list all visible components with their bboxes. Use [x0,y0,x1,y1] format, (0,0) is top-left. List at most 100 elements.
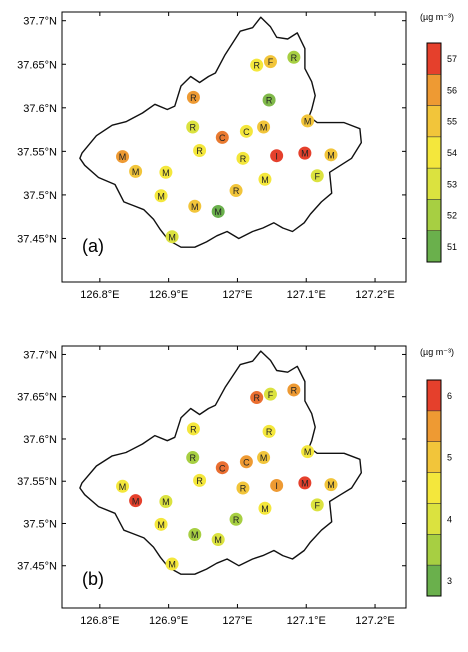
station-letter: M [327,150,335,160]
station-dot [250,391,264,405]
map-panel-a: 37.45°N 37.5°N 37.55°N 37.6°N 37.65°N 37.7°N 1… [17,11,457,301]
x-tick-label: 126.8°E [80,289,119,301]
colorbar-segment [427,136,441,169]
station-letter: M [119,482,127,492]
seoul-boundary [79,16,362,248]
station-dot [129,494,143,508]
station-dot [165,230,179,244]
station-dot [270,478,284,492]
panel-label: (a) [82,236,104,256]
x-tick-label: 127.2°E [355,289,394,301]
station-marker: M [116,150,130,164]
station-dot [165,557,179,571]
station-dot [193,143,207,157]
station-marker: M [188,527,202,541]
station-marker: R [250,58,264,72]
legend-title: (µg m⁻³) [420,12,454,22]
colorbar-frame [426,42,442,263]
station-letter: R [266,96,273,106]
plot-frame [61,345,407,609]
station-marker: F [310,498,324,512]
colorbar-label: 6 [447,391,452,401]
y-tick-label: 37.5°N [23,190,57,202]
station-marker: R [193,473,207,487]
station-marker: M [129,164,143,178]
y-tick-label: 37.7°N [23,16,57,28]
station-marker: R [236,151,250,165]
y-tick-label: 37.7°N [23,349,57,361]
station-letter: R [291,386,298,396]
station-letter: R [190,93,197,103]
station-letter: R [266,427,273,437]
colorbar-label: 54 [447,148,457,158]
station-marker: M [211,204,225,218]
station-marker: M [154,189,168,203]
colorbar-label: 55 [447,117,457,127]
station-marker: I [270,149,284,163]
station-letter: M [191,202,199,212]
y-tick-label: 37.45°N [17,233,57,245]
station-letter: M [260,453,268,463]
colorbar: 3 4 5 6 [426,379,452,597]
colorbar-segment [427,74,441,106]
station-dot [159,495,173,509]
station-letter: M [214,207,222,217]
station-letter: R [240,154,247,164]
station-letter: M [261,175,269,185]
station-marker: R [287,383,301,397]
plot-frame [61,11,407,283]
station-dot [239,124,253,138]
station-marker: R [262,93,276,107]
y-tick-label: 37.6°N [23,103,57,115]
station-dot [262,424,276,438]
station-letter: M [304,447,312,457]
station-letter: R [240,484,247,494]
colorbar-frame [426,379,442,597]
station-dot [298,476,312,490]
y-tick-label: 37.55°N [17,476,57,488]
colorbar-segment [427,168,441,200]
y-tick-label: 37.55°N [17,146,57,158]
station-letter: F [314,500,320,510]
station-dot [236,151,250,165]
station-marker: R [229,184,243,198]
station-letter: R [189,453,196,463]
station-dot [229,184,243,198]
station-dot [270,149,284,163]
station-marker: M [159,495,173,509]
station-marker: M [298,476,312,490]
station-dot [193,473,207,487]
station-dot [310,169,324,183]
x-tick-label: 127.1°E [287,289,326,301]
station-letter: R [190,424,197,434]
station-letter: M [168,232,176,242]
station-marker: C [239,124,253,138]
station-marker: M [301,114,315,128]
station-dot [263,387,277,401]
colorbar-label: 5 [447,453,452,463]
station-dot [154,517,168,531]
station-letter: F [268,390,274,400]
station-marker: M [159,165,173,179]
station-marker: F [263,387,277,401]
station-dot [211,204,225,218]
station-dot [324,478,338,492]
station-dot [298,146,312,160]
station-marker: M [324,148,338,162]
colorbar-segment [427,503,441,535]
map-panel-b: 37.45°N 37.5°N 37.55°N 37.6°N 37.65°N 37.7°N 1… [17,345,454,627]
station-letter: C [219,463,226,473]
station-letter: M [132,167,140,177]
station-marker: R [236,481,250,495]
station-dot [116,150,130,164]
station-marker: M [116,479,130,493]
station-dot [257,120,271,134]
legend-title: (µg m⁻³) [420,347,454,357]
station-dot [258,501,272,515]
colorbar-segment [427,230,441,262]
station-dot [262,93,276,107]
station-marker: M [324,478,338,492]
colorbar-label: 53 [447,179,457,189]
station-letter: R [189,123,196,133]
